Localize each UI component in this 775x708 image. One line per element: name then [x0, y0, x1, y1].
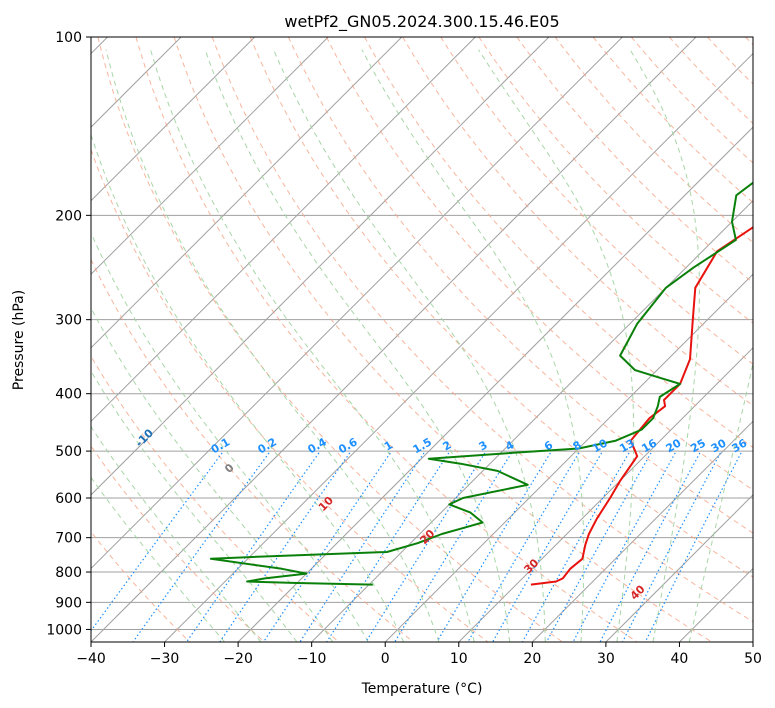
moist-adiabat-line — [629, 49, 700, 642]
temperature-profile-line — [530, 226, 753, 586]
x-axis-ticks: −40 −30 −20 −10 0 10 20 30 40 50 — [76, 642, 762, 667]
y-tick-label: 700 — [55, 531, 82, 547]
moist-adiabat-line — [688, 360, 753, 642]
dry-adiabat-line — [135, 37, 638, 642]
moist-adiabat-line — [273, 49, 546, 642]
sounding-series — [209, 181, 753, 586]
dry-adiabat-line — [592, 37, 753, 204]
mixing-ratio-lines — [91, 452, 742, 642]
pressure-gridlines — [91, 37, 753, 630]
mixing-ratio-line — [132, 452, 270, 642]
moist-adiabat-line — [91, 307, 334, 642]
x-tick-label: 40 — [671, 651, 689, 667]
moist-adiabat-line — [105, 49, 440, 642]
dry-adiabat-line — [173, 37, 713, 642]
y-tick-label: 300 — [55, 313, 82, 329]
plot-area: 0.10.20.40.611.52346810131620253036-100-… — [91, 37, 753, 642]
mixing-ratio-line — [521, 452, 630, 642]
moist-adiabat-line — [91, 231, 369, 642]
plot-frame — [90, 36, 754, 643]
y-tick-label: 100 — [55, 30, 82, 46]
isotherm-line — [605, 494, 753, 642]
y-tick-label: 800 — [55, 565, 82, 581]
isotherm-line — [91, 37, 550, 496]
isotherm-line — [164, 52, 753, 642]
isotherm-line — [91, 37, 476, 423]
x-tick-label: −30 — [150, 651, 180, 667]
mixing-ratio-line — [436, 452, 551, 642]
y-tick-label: 400 — [55, 387, 82, 403]
x-tick-label: 10 — [450, 651, 468, 667]
dry-adiabat-line — [516, 37, 753, 284]
dry-adiabat-lines — [91, 37, 753, 642]
mixing-ratio-line — [644, 452, 742, 642]
dry-adiabat-line — [249, 37, 753, 578]
moist-adiabat-line — [478, 49, 635, 642]
isotherm-line — [91, 37, 623, 570]
x-tick-label: 20 — [523, 651, 541, 667]
dry-adiabat-line — [97, 37, 563, 642]
mixing-ratio-line — [492, 452, 603, 642]
dry-adiabat-line — [91, 530, 191, 642]
y-axis-ticks: 100 200 300 400 500 600 700 800 900 1000 — [46, 30, 91, 638]
isotherm-line — [237, 126, 753, 642]
x-tick-label: 30 — [597, 651, 615, 667]
mixing-ratio-line — [394, 452, 513, 642]
isotherm-line — [91, 37, 256, 202]
moist-adiabat-lines — [91, 49, 753, 642]
isotherm-line — [531, 420, 753, 642]
x-axis-label: Temperature (°C) — [361, 681, 483, 697]
x-tick-label: 50 — [744, 651, 762, 667]
dry-adiabat-line — [91, 445, 265, 642]
y-axis-label: Pressure (hPa) — [11, 290, 27, 390]
x-tick-label: −10 — [297, 651, 327, 667]
y-tick-label: 900 — [55, 595, 82, 611]
moist-adiabat-line — [150, 49, 475, 642]
mixing-ratio-line — [365, 452, 486, 642]
y-tick-label: 1000 — [46, 622, 82, 638]
mixing-ratio-line — [546, 452, 652, 642]
x-tick-label: −20 — [223, 651, 253, 667]
dry-adiabat-line — [211, 37, 753, 623]
mixing-ratio-line — [299, 452, 425, 642]
dry-adiabat-line — [402, 37, 753, 407]
isotherm-line — [311, 199, 753, 642]
dry-adiabat-line — [478, 37, 753, 324]
y-tick-label: 600 — [55, 491, 82, 507]
dry-adiabat-line — [440, 37, 753, 365]
mixing-ratio-line — [572, 452, 676, 642]
mixing-ratio-line — [326, 452, 450, 642]
isotherm-line — [91, 37, 697, 642]
dry-adiabat-line — [630, 37, 753, 164]
dewpoint-profile-line — [209, 181, 753, 586]
isotherm-line — [384, 273, 753, 642]
y-tick-label: 500 — [55, 444, 82, 460]
moist-adiabat-line — [91, 476, 225, 642]
mixing-ratio-line — [467, 452, 580, 642]
isotherm-lines — [91, 37, 753, 642]
isotherm-line — [91, 37, 329, 275]
x-tick-label: 0 — [381, 651, 390, 667]
dry-adiabat-line — [364, 37, 753, 449]
moist-adiabat-line — [91, 133, 405, 642]
line-labels: 0.10.20.40.611.52346810131620253036-100-… — [133, 426, 750, 602]
y-tick-label: 200 — [55, 208, 82, 224]
x-tick-label: −40 — [76, 651, 106, 667]
chart-title: wetPf2_GN05.2024.300.15.46.E05 — [284, 12, 559, 32]
isotherm-line — [91, 37, 403, 349]
dry-adiabat-line — [91, 258, 414, 642]
isotherm-line — [458, 347, 753, 642]
mixing-ratio-line — [186, 452, 320, 642]
